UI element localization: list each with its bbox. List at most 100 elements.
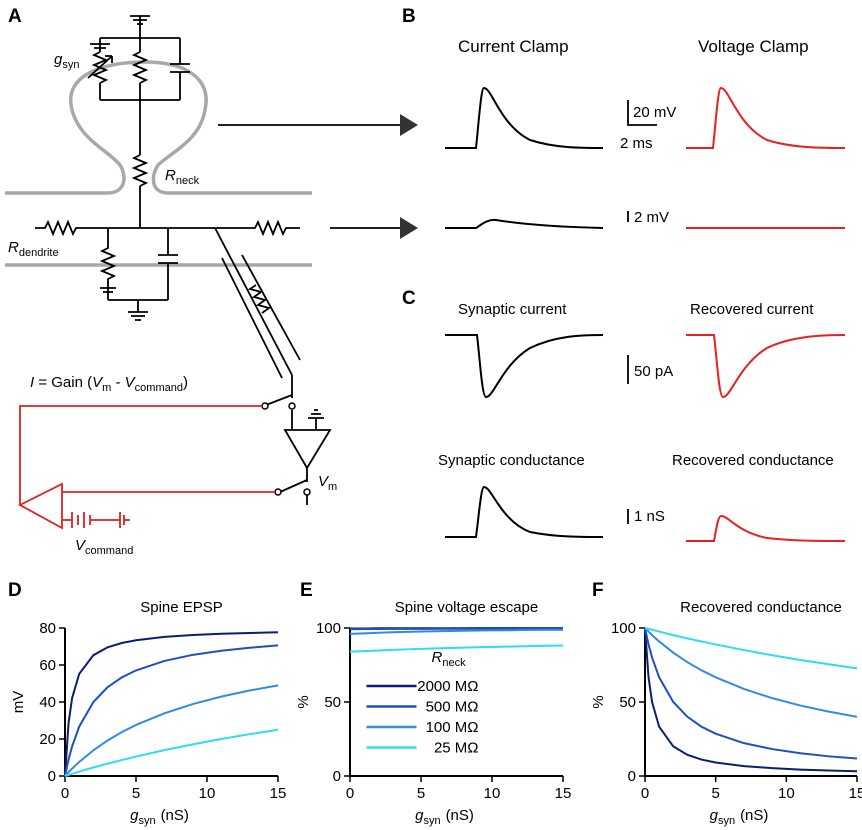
axis-label: Rneck (432, 649, 467, 669)
vm-label: Vm (318, 473, 337, 493)
panel-label: A (8, 6, 22, 27)
subscript: dendrite (19, 247, 59, 259)
axis-label: gsyn (nS) (710, 807, 769, 827)
symbol: R (432, 649, 443, 666)
unit: (nS) (446, 807, 474, 824)
symbol: g (130, 807, 139, 824)
series-line (64, 644, 279, 777)
x-tick-label: 5 (417, 785, 425, 802)
trace (686, 334, 846, 399)
trace-title: Recovered conductance (672, 452, 834, 469)
subscript: syn (138, 815, 155, 827)
legend-label: 25 MΩ (434, 740, 479, 757)
scale-label: 50 pA (634, 363, 673, 380)
symbol: g (415, 807, 424, 824)
x-tick-label: 0 (346, 785, 354, 802)
trace (445, 334, 604, 399)
eq-part: V (125, 374, 137, 391)
scale-label: 2 mV (634, 209, 669, 226)
trace (686, 514, 846, 542)
y-tick-label: 50 (324, 694, 341, 711)
symbol: R (165, 167, 176, 184)
eq-part: ) (183, 374, 188, 391)
subscript: neck (176, 175, 200, 187)
series-line (644, 627, 858, 773)
panel-label: C (402, 288, 416, 309)
y-tick-label: 60 (39, 657, 56, 674)
subscript: syn (62, 59, 79, 71)
trace-title: Recovered current (690, 301, 814, 318)
series-line (64, 728, 279, 777)
eq-part: = Gain ( (34, 374, 92, 391)
column-title: Current Clamp (458, 37, 569, 56)
panel-label: D (8, 580, 22, 601)
eq-part: V (92, 374, 104, 391)
y-axis-label: mV (10, 691, 27, 714)
series-line (644, 627, 858, 718)
legend-label: 500 MΩ (426, 699, 479, 716)
y-tick-label: 50 (619, 694, 636, 711)
axis-label: gsyn (nS) (130, 807, 189, 827)
subscript: m (328, 481, 337, 493)
trace-title: Synaptic conductance (438, 452, 585, 469)
x-tick-label: 15 (270, 785, 287, 802)
y-tick-label: 80 (39, 620, 56, 637)
chart-title: Spine voltage escape (395, 599, 538, 616)
eq-part: I (30, 374, 34, 391)
trace (445, 218, 604, 229)
symbol: R (8, 239, 19, 256)
vcommand-label: Vcommand (75, 537, 133, 557)
axis-label: gsyn (nS) (415, 807, 474, 827)
eq-part: m (102, 382, 111, 394)
symbol: g (54, 51, 63, 68)
y-tick-label: 40 (39, 694, 56, 711)
circuit (35, 15, 332, 505)
column-title: Voltage Clamp (698, 37, 809, 56)
subscript: syn (423, 815, 440, 827)
y-axis-label: % (295, 695, 312, 708)
y-tick-label: 0 (48, 768, 56, 785)
rneck-label: Rneck (165, 167, 200, 187)
gsyn-label: gsyn (54, 51, 79, 71)
series-line (349, 628, 564, 635)
trace (445, 86, 604, 149)
y-tick-label: 0 (333, 768, 341, 785)
rdendrite-label: Rdendrite (8, 239, 59, 259)
y-tick-label: 0 (628, 768, 636, 785)
x-tick-label: 10 (778, 785, 795, 802)
subscript: syn (718, 815, 735, 827)
trace (686, 86, 846, 149)
eq-part: command (135, 382, 183, 394)
series-line (350, 627, 563, 631)
series-line (64, 631, 279, 777)
arrows (218, 114, 418, 239)
spine-outline (5, 60, 312, 195)
x-tick-label: 10 (484, 785, 501, 802)
panel-label: F (592, 580, 604, 601)
trace (445, 485, 604, 538)
x-tick-label: 15 (849, 785, 862, 802)
x-tick-label: 15 (555, 785, 572, 802)
x-tick-label: 0 (61, 785, 69, 802)
eq-part: - (111, 374, 124, 391)
chart-title: Spine EPSP (140, 599, 223, 616)
panel-label: E (300, 580, 313, 601)
x-tick-label: 5 (711, 785, 719, 802)
subscript: neck (442, 657, 466, 669)
series-line (349, 644, 564, 653)
symbol: V (75, 537, 87, 554)
unit: (nS) (161, 807, 189, 824)
y-tick-label: 100 (316, 620, 341, 637)
chart-title: Recovered conductance (680, 599, 842, 616)
series-line (644, 627, 858, 670)
scale-bar (627, 100, 657, 222)
equation: I = Gain (Vm - Vcommand) (30, 374, 188, 394)
x-tick-label: 5 (132, 785, 140, 802)
y-tick-label: 100 (611, 620, 636, 637)
unit: (nS) (740, 807, 768, 824)
series-line (644, 627, 858, 760)
symbol: V (318, 473, 330, 490)
y-tick-label: 20 (39, 731, 56, 748)
trace-title: Synaptic current (458, 301, 567, 318)
